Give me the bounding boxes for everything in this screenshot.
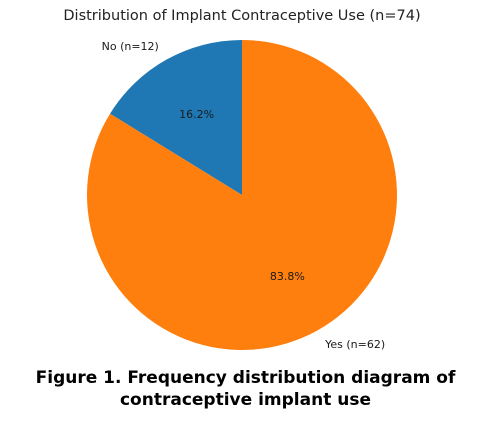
slice-label-0: No (n=12) xyxy=(102,40,159,53)
figure-caption: Figure 1. Frequency distribution diagram… xyxy=(0,367,491,411)
pie-chart: Distribution of Implant Contraceptive Us… xyxy=(63,8,420,351)
slice-percent-0: 16.2% xyxy=(179,108,214,121)
pie-slice-1 xyxy=(86,40,397,350)
slice-percent-1: 83.8% xyxy=(270,270,305,283)
pie-labels: No (n=12) 16.2% Yes (n=62) 83.8% xyxy=(102,40,386,351)
caption-line-1: Figure 1. Frequency distribution diagram… xyxy=(35,368,456,388)
pie-slice-0 xyxy=(110,40,242,195)
pie-slices xyxy=(86,40,397,350)
chart-title: Distribution of Implant Contraceptive Us… xyxy=(63,8,420,24)
caption-line-2: contraceptive implant use xyxy=(119,390,371,410)
slice-label-1: Yes (n=62) xyxy=(324,338,385,351)
